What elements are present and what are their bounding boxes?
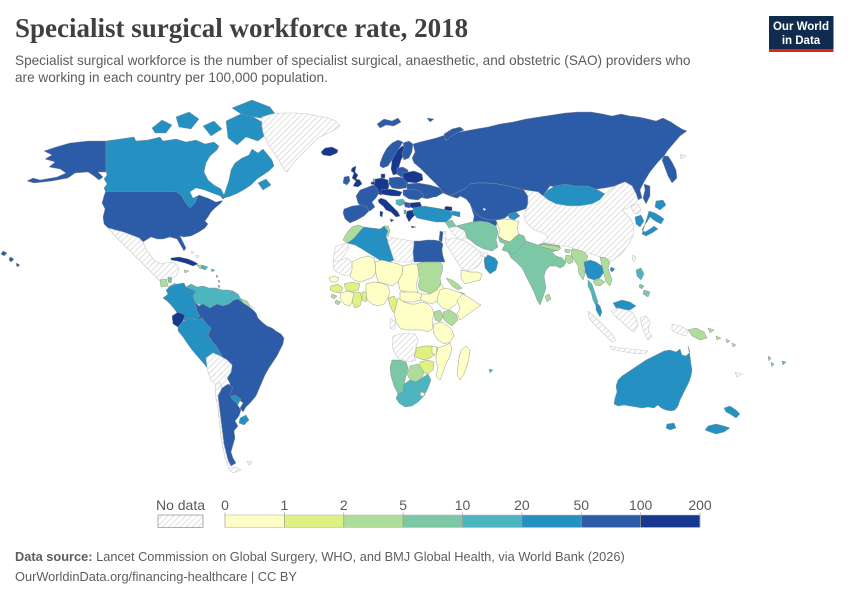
svg-text:1: 1 [280,497,288,513]
svg-text:200: 200 [688,497,712,513]
svg-text:No data: No data [156,497,205,513]
svg-text:Data source: Lancet Commission: Data source: Lancet Commission on Global… [15,549,625,564]
svg-text:are working in each country pe: are working in each country per 100,000 … [15,70,328,85]
svg-text:Our World: Our World [773,21,829,33]
svg-text:100: 100 [629,497,653,513]
svg-text:20: 20 [514,497,530,513]
svg-text:OurWorldinData.org/financing-h: OurWorldinData.org/financing-healthcare … [15,569,297,584]
svg-text:2: 2 [340,497,348,513]
svg-text:0: 0 [221,497,229,513]
svg-text:in Data: in Data [782,35,821,47]
svg-text:Specialist surgical workforce: Specialist surgical workforce rate, 2018 [15,13,468,43]
svg-text:5: 5 [399,497,407,513]
svg-text:Specialist surgical workforce: Specialist surgical workforce is the num… [15,53,690,68]
svg-text:50: 50 [573,497,589,513]
svg-text:10: 10 [455,497,471,513]
